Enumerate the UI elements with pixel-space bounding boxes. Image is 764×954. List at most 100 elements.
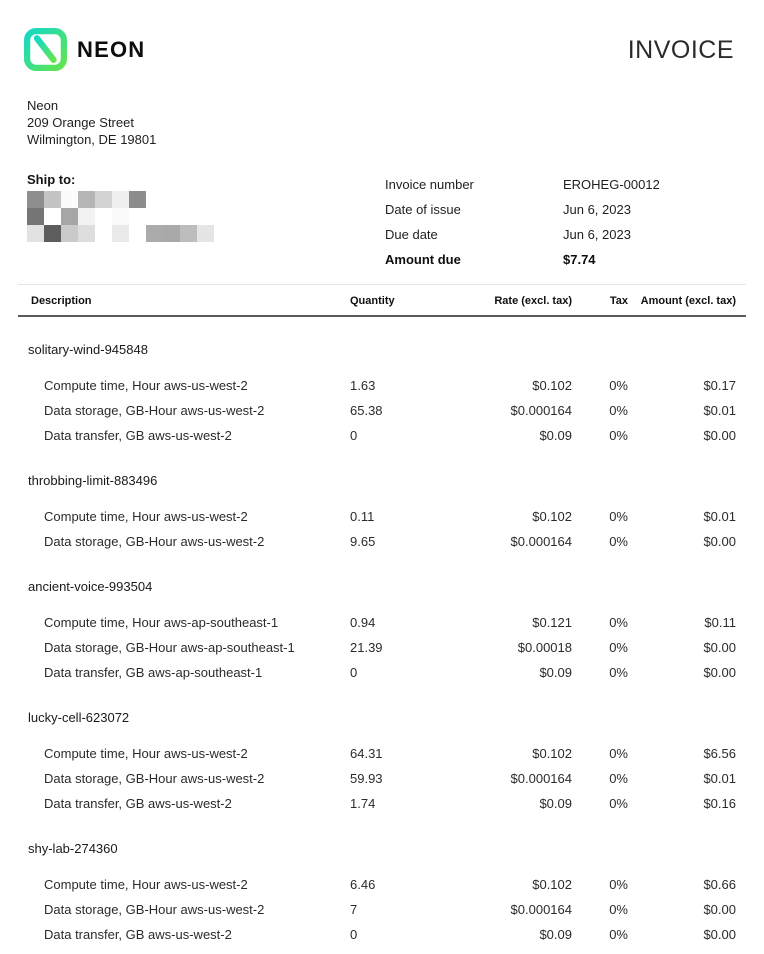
redacted-pixel — [44, 225, 61, 242]
redacted-pixel — [61, 191, 78, 208]
line-item-tax: 0% — [609, 746, 628, 761]
line-item-tax: 0% — [609, 378, 628, 393]
line-item-row: Compute time, Hour aws-ap-southeast-1 0.… — [18, 610, 746, 635]
project-items: Compute time, Hour aws-us-west-2 64.31 $… — [18, 741, 746, 816]
company-street: 209 Orange Street — [27, 115, 134, 130]
line-item-quantity: 9.65 — [350, 534, 376, 549]
project-items: Compute time, Hour aws-us-west-2 1.63 $0… — [18, 373, 746, 448]
invoice-number-value: EROHEG-00012 — [563, 177, 660, 192]
column-header-quantity: Quantity — [350, 295, 395, 307]
redacted-pixel — [112, 225, 129, 242]
redacted-pixel — [27, 191, 44, 208]
redacted-pixel — [197, 208, 214, 225]
company-city: Wilmington, DE 19801 — [27, 132, 157, 147]
column-header-description: Description — [31, 295, 92, 307]
line-item-amount: $0.17 — [703, 378, 736, 393]
line-item-amount: $0.00 — [703, 902, 736, 917]
redacted-pixel — [197, 191, 214, 208]
table-body: solitary-wind-945848 Compute time, Hour … — [18, 342, 746, 947]
redacted-pixel — [95, 191, 112, 208]
redacted-pixel — [163, 191, 180, 208]
line-item-amount: $0.00 — [703, 927, 736, 942]
line-item-tax: 0% — [609, 877, 628, 892]
redacted-pixel — [95, 225, 112, 242]
redacted-pixel — [44, 191, 61, 208]
line-item-description: Compute time, Hour aws-us-west-2 — [44, 509, 248, 524]
line-item-quantity: 0 — [350, 428, 358, 443]
redacted-pixel — [180, 208, 197, 225]
line-item-row: Data storage, GB-Hour aws-us-west-2 65.3… — [18, 398, 746, 423]
line-item-row: Compute time, Hour aws-us-west-2 1.63 $0… — [18, 373, 746, 398]
line-item-rate: $0.000164 — [510, 534, 572, 549]
project-group: solitary-wind-945848 Compute time, Hour … — [18, 342, 746, 448]
line-item-quantity: 21.39 — [350, 640, 383, 655]
line-item-tax: 0% — [609, 665, 628, 680]
line-item-rate: $0.102 — [532, 746, 572, 761]
line-item-tax: 0% — [609, 640, 628, 655]
line-item-quantity: 0 — [350, 927, 358, 942]
due-date-value: Jun 6, 2023 — [563, 227, 631, 242]
ship-to-block: Ship to: — [27, 172, 385, 272]
line-item-row: Data storage, GB-Hour aws-us-west-2 59.9… — [18, 766, 746, 791]
line-item-rate: $0.09 — [539, 796, 572, 811]
amount-due-row: Amount due $7.74 — [385, 247, 764, 272]
line-item-quantity: 6.46 — [350, 877, 376, 892]
redacted-pixel — [112, 208, 129, 225]
line-item-rate: $0.102 — [532, 378, 572, 393]
line-item-amount: $0.66 — [703, 877, 736, 892]
line-item-tax: 0% — [609, 796, 628, 811]
invoice-number-label: Invoice number — [385, 177, 474, 192]
column-header-tax: Tax — [609, 295, 628, 307]
line-item-amount: $0.11 — [704, 615, 736, 630]
project-name: shy-lab-274360 — [28, 841, 118, 856]
brand-logo: NEON — [23, 27, 145, 71]
redacted-pixel — [27, 208, 44, 225]
date-of-issue-value: Jun 6, 2023 — [563, 202, 631, 217]
project-group: ancient-voice-993504 Compute time, Hour … — [18, 579, 746, 685]
line-item-rate: $0.000164 — [510, 403, 572, 418]
line-item-amount: $0.16 — [703, 796, 736, 811]
redacted-pixel — [197, 225, 214, 242]
line-item-rate: $0.09 — [539, 665, 572, 680]
redacted-pixel — [180, 225, 197, 242]
line-item-amount: $0.01 — [703, 771, 736, 786]
redacted-pixel — [146, 225, 163, 242]
redacted-pixel — [112, 191, 129, 208]
redacted-pixel — [78, 208, 95, 225]
line-item-amount: $0.00 — [703, 534, 736, 549]
redacted-pixel — [78, 225, 95, 242]
line-item-rate: $0.000164 — [510, 902, 572, 917]
line-item-description: Compute time, Hour aws-us-west-2 — [44, 877, 248, 892]
line-item-quantity: 59.93 — [350, 771, 383, 786]
line-items-table: Description Quantity Rate (excl. tax) Ta… — [18, 284, 746, 947]
redacted-pixel — [163, 208, 180, 225]
amount-due-value: $7.74 — [563, 252, 596, 267]
redacted-pixel — [163, 225, 180, 242]
line-item-description: Data storage, GB-Hour aws-ap-southeast-1 — [44, 640, 295, 655]
line-item-row: Data storage, GB-Hour aws-ap-southeast-1… — [18, 635, 746, 660]
project-name: throbbing-limit-883496 — [28, 473, 158, 488]
redacted-pixel — [27, 225, 44, 242]
line-item-description: Data storage, GB-Hour aws-us-west-2 — [44, 403, 265, 418]
line-item-rate: $0.09 — [539, 428, 572, 443]
project-name: ancient-voice-993504 — [28, 579, 153, 594]
redacted-pixel — [129, 208, 146, 225]
line-item-row: Compute time, Hour aws-us-west-2 0.11 $0… — [18, 504, 746, 529]
redacted-pixel — [129, 225, 146, 242]
line-item-tax: 0% — [609, 902, 628, 917]
line-item-rate: $0.000164 — [510, 771, 572, 786]
line-item-tax: 0% — [609, 927, 628, 942]
line-item-description: Data transfer, GB aws-us-west-2 — [44, 796, 232, 811]
redacted-pixel — [61, 225, 78, 242]
redacted-recipient — [27, 191, 385, 242]
line-item-quantity: 1.63 — [350, 378, 376, 393]
neon-logo-icon — [23, 27, 67, 71]
column-header-rate: Rate (excl. tax) — [494, 295, 572, 307]
line-item-row: Compute time, Hour aws-us-west-2 64.31 $… — [18, 741, 746, 766]
line-item-amount: $6.56 — [703, 746, 736, 761]
invoice-meta: Invoice number EROHEG-00012 Date of issu… — [385, 172, 764, 272]
line-item-quantity: 0 — [350, 665, 358, 680]
project-group: shy-lab-274360 Compute time, Hour aws-us… — [18, 841, 746, 947]
line-item-quantity: 0.11 — [350, 509, 375, 524]
